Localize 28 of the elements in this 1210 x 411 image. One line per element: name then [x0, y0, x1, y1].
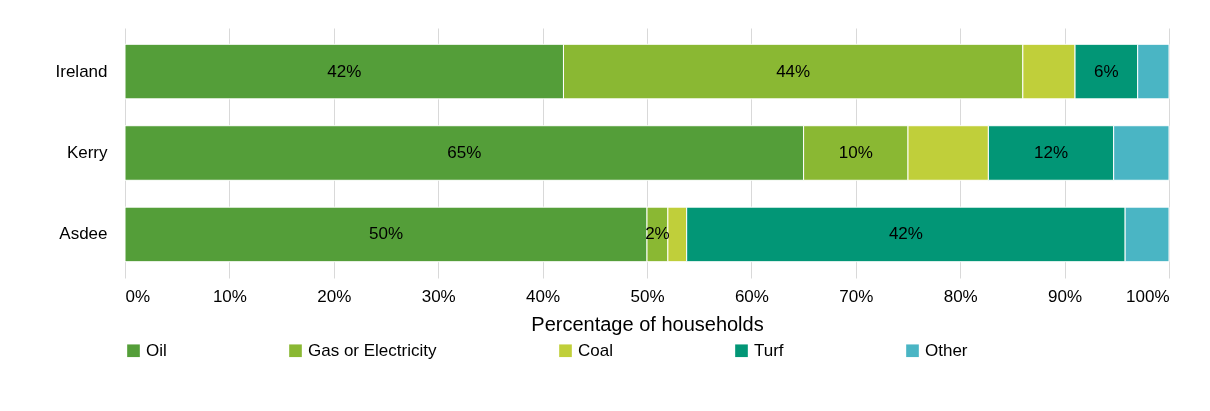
- x-tick-label: 10%: [212, 286, 247, 306]
- x-tick-label: 50%: [630, 286, 665, 306]
- data-label: 44%: [776, 61, 811, 81]
- legend-label: Coal: [578, 340, 613, 360]
- x-axis-title: Percentage of households: [531, 312, 764, 335]
- data-label: 6%: [1094, 61, 1119, 81]
- x-tick-label: 20%: [317, 286, 352, 306]
- legend-label: Oil: [146, 340, 167, 360]
- x-tick-label: 90%: [1048, 286, 1083, 306]
- x-tick-label: 60%: [734, 286, 769, 306]
- data-label: 42%: [327, 61, 362, 81]
- data-label: 12%: [1034, 143, 1069, 162]
- data-label: 42%: [888, 224, 923, 244]
- data-label: 10%: [838, 143, 873, 162]
- data-label: 65%: [447, 143, 482, 162]
- x-tick-label: 0%: [125, 286, 151, 306]
- legend-label: Turf: [754, 340, 784, 360]
- y-tick-label: Kerry: [66, 143, 108, 162]
- y-tick-label: Asdee: [59, 224, 108, 244]
- x-tick-label: 70%: [839, 286, 874, 306]
- x-tick-label: 100%: [1126, 286, 1170, 306]
- legend-label: Other: [925, 340, 968, 360]
- y-tick-label: Ireland: [55, 61, 108, 81]
- x-tick-label: 40%: [526, 286, 561, 306]
- data-label: 50%: [368, 224, 404, 244]
- x-tick-label: 30%: [421, 286, 456, 306]
- legend-label: Gas or Electricity: [308, 340, 437, 360]
- x-tick-label: 80%: [943, 286, 978, 306]
